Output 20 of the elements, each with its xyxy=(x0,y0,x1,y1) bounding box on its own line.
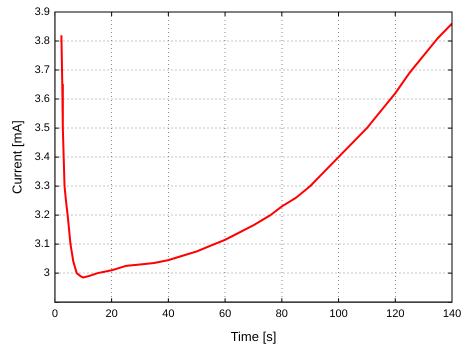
x-tick-label: 20 xyxy=(105,308,118,320)
x-tick-label: 80 xyxy=(276,308,288,320)
x-axis-title: Time [s] xyxy=(230,328,276,344)
y-tick-label: 3.8 xyxy=(34,35,50,48)
x-tick-label: 140 xyxy=(442,308,462,320)
x-tick-label: 100 xyxy=(329,308,348,320)
y-tick-label: 3.5 xyxy=(34,122,50,134)
y-tick-label: 3 xyxy=(44,267,50,280)
x-tick-label: 0 xyxy=(52,308,58,320)
y-tick-label: 3.7 xyxy=(34,64,50,76)
y-tick-label: 3.4 xyxy=(34,151,50,164)
y-tick-label: 3.1 xyxy=(34,238,50,250)
x-tick-label: 120 xyxy=(386,308,404,320)
y-tick-label: 3.9 xyxy=(34,6,50,18)
y-tick-label: 3.3 xyxy=(34,180,50,192)
x-tick-label: 40 xyxy=(162,308,174,320)
y-axis-title: Current [mA] xyxy=(9,120,24,194)
x-tick-label: 60 xyxy=(218,308,232,320)
y-tick-label: 3.2 xyxy=(34,209,50,222)
y-tick-label: 3.6 xyxy=(34,93,50,106)
